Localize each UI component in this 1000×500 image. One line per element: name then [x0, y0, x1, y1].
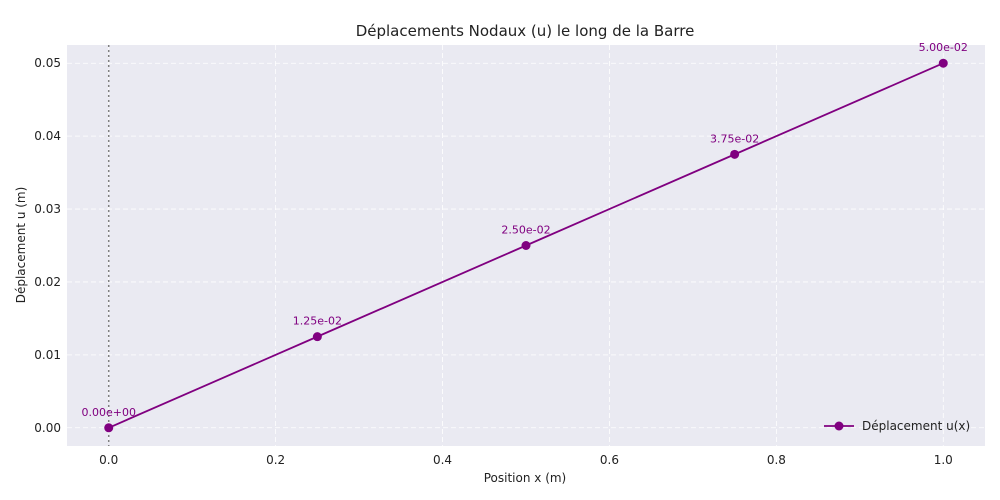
x-axis-label: Position x (m): [484, 471, 567, 485]
legend-label: Déplacement u(x): [862, 419, 970, 433]
tick-labels: 0.0 0.2 0.4 0.6 0.8 1.0 0.00 0.01 0.02 0.03 0.04 0.…: [34, 56, 953, 467]
y-tick-label: 0.02: [34, 275, 61, 289]
data-label: 0.00e+00: [81, 406, 135, 419]
legend: Déplacement u(x): [824, 419, 970, 433]
y-tick-label: 0.05: [34, 56, 61, 70]
x-tick-label: 1.0: [934, 453, 953, 467]
data-point: [104, 423, 114, 433]
x-tick-label: 0.6: [600, 453, 619, 467]
y-tick-label: 0.03: [34, 202, 61, 216]
y-tick-label: 0.00: [34, 421, 61, 435]
x-tick-label: 0.4: [433, 453, 452, 467]
x-tick-label: 0.8: [767, 453, 786, 467]
data-label: 5.00e-02: [919, 41, 968, 54]
data-label: 3.75e-02: [710, 132, 759, 145]
grid-lines: [67, 45, 985, 446]
data-point: [312, 332, 322, 342]
data-point: [521, 241, 531, 250]
x-tick-label: 0.2: [266, 453, 285, 467]
data-point: [938, 58, 948, 68]
series-layer: [104, 58, 948, 433]
data-label: 1.25e-02: [293, 315, 342, 328]
x-tick-label: 0.0: [99, 453, 118, 467]
y-axis-label: Déplacement u (m): [14, 187, 28, 304]
chart-title: Déplacements Nodaux (u) le long de la Ba…: [356, 22, 695, 40]
y-tick-label: 0.01: [34, 348, 61, 362]
legend-marker: [834, 421, 844, 431]
y-tick-label: 0.04: [34, 129, 61, 143]
data-point: [730, 149, 740, 159]
data-label: 2.50e-02: [501, 224, 550, 237]
data-labels: 0.00e+00 1.25e-02 2.50e-02 3.75e-02 5.00e-02: [81, 41, 967, 419]
